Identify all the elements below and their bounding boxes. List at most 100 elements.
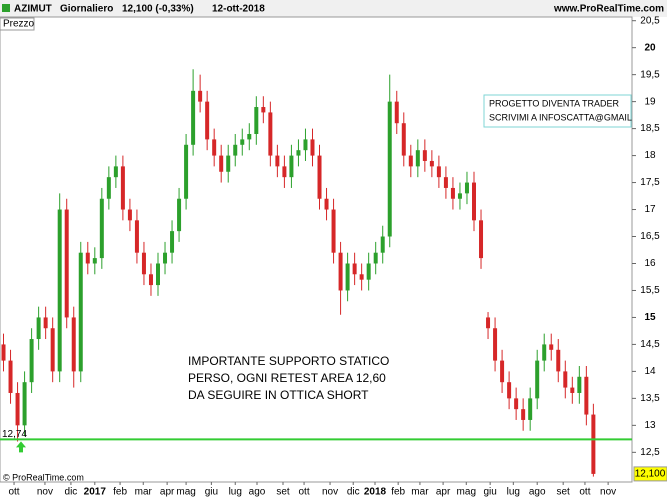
x-tick-label: dic: [65, 487, 78, 498]
candle-body: [556, 349, 561, 372]
y-tick-label: 13,5: [640, 393, 660, 404]
x-tick-label: nov: [600, 487, 616, 498]
candle-body: [359, 274, 364, 280]
candle-body: [493, 328, 498, 361]
x-tick-label: 2018: [364, 487, 387, 498]
candle-body: [317, 155, 322, 199]
candle-body: [226, 155, 231, 172]
candle-body: [127, 209, 132, 221]
candle-body: [563, 371, 568, 388]
panel-label: Prezzo: [3, 19, 35, 30]
candle-body: [177, 198, 182, 232]
candle-body: [212, 139, 217, 156]
candle-body: [324, 198, 329, 210]
y-tick-label: 19,5: [640, 69, 660, 80]
candle-body: [535, 360, 540, 399]
candle-body: [156, 263, 160, 286]
candle-body: [429, 160, 434, 167]
candle-body: [387, 101, 392, 237]
candle-body: [22, 382, 27, 426]
y-tick-label: 15: [644, 312, 656, 323]
x-tick-label: dic: [347, 487, 360, 498]
candle-body: [71, 317, 76, 372]
y-tick-label: 20: [644, 42, 656, 53]
candle-body: [36, 317, 41, 340]
y-tick-label: 17,5: [640, 177, 660, 188]
candle-body: [373, 252, 378, 264]
candle-body: [261, 107, 266, 113]
candle-body: [233, 144, 238, 156]
candle-body: [268, 112, 273, 156]
note-line: IMPORTANTE SUPPORTO STATICO: [188, 354, 389, 368]
candle-body: [584, 376, 589, 415]
candle-body: [120, 166, 125, 210]
candle-body: [570, 387, 575, 393]
candle-body: [345, 263, 350, 291]
y-tick-label: 18: [644, 150, 656, 161]
candle-body: [500, 360, 505, 383]
candle-body: [43, 317, 48, 329]
candle-body: [352, 263, 357, 275]
candle-body: [50, 328, 55, 372]
candle-body: [415, 150, 420, 167]
note-box-frame: [483, 94, 632, 128]
x-tick-label: set: [276, 487, 290, 498]
x-tick-label: set: [557, 487, 571, 498]
candle-body: [78, 252, 83, 372]
candle-body: [591, 414, 596, 474]
x-tick-label: giu: [205, 487, 218, 498]
candle-body: [148, 274, 153, 286]
x-tick-label: apr: [436, 487, 451, 498]
x-tick-label: nov: [37, 487, 53, 498]
candle-body: [394, 101, 399, 124]
candle-body: [422, 150, 427, 161]
candle-body: [141, 252, 146, 275]
x-tick-label: lug: [507, 487, 520, 498]
note-box-line: SCRIVIMI A INFOSCATTA@GMAIL: [489, 112, 632, 122]
candle-body: [15, 392, 20, 426]
y-tick-label: 18,5: [640, 123, 660, 134]
candle-body: [163, 252, 168, 264]
candle-body: [486, 317, 491, 329]
panel-label-box: [0, 17, 35, 31]
y-tick-label: 12,5: [640, 447, 660, 458]
x-tick-label: feb: [391, 487, 405, 498]
candle-body: [254, 107, 259, 134]
candle-body: [134, 220, 139, 253]
y-tick-label: 15,5: [640, 285, 660, 296]
candle-body: [219, 155, 224, 172]
candle-body: [64, 209, 69, 318]
x-tick-label: 2017: [84, 487, 107, 498]
x-tick-label: feb: [113, 487, 127, 498]
price: 12,100 (-0,33%): [122, 4, 194, 15]
x-tick-label: ott: [298, 487, 309, 498]
candle-body: [85, 252, 90, 264]
candle-body: [514, 398, 519, 410]
candle-body: [528, 398, 533, 420]
plot: 12,5 13 13,5 14 14,5 15 15,5 16 16,5 17 17,5 18 18,5…: [0, 15, 667, 498]
x-tick-label: mag: [176, 487, 195, 498]
candle-body: [113, 166, 118, 178]
candle-body: [521, 409, 526, 420]
x-tick-label: apr: [160, 487, 175, 498]
candle-body: [303, 139, 308, 151]
candle-body: [464, 182, 469, 194]
candle-body: [106, 177, 111, 199]
candle-body: [57, 209, 62, 372]
y-tick-label: 16,5: [640, 231, 660, 242]
candle-body: [240, 139, 245, 145]
footer: © ProRealTime.com: [3, 472, 84, 482]
candle-body: [542, 344, 547, 361]
candle-body: [450, 187, 455, 199]
x-tick-label: lug: [229, 487, 242, 498]
date: 12-ott-2018: [212, 4, 265, 15]
candle-body: [338, 252, 343, 291]
note-box-line: PROGETTO DIVENTA TRADER: [489, 98, 620, 108]
note-line: PERSO, OGNI RETEST AREA 12,60: [188, 371, 386, 385]
candle-body: [472, 182, 476, 221]
x-tick-label: mag: [457, 487, 476, 498]
candle-body: [457, 193, 462, 199]
candle-body: [99, 198, 104, 259]
candle-body: [8, 360, 13, 393]
